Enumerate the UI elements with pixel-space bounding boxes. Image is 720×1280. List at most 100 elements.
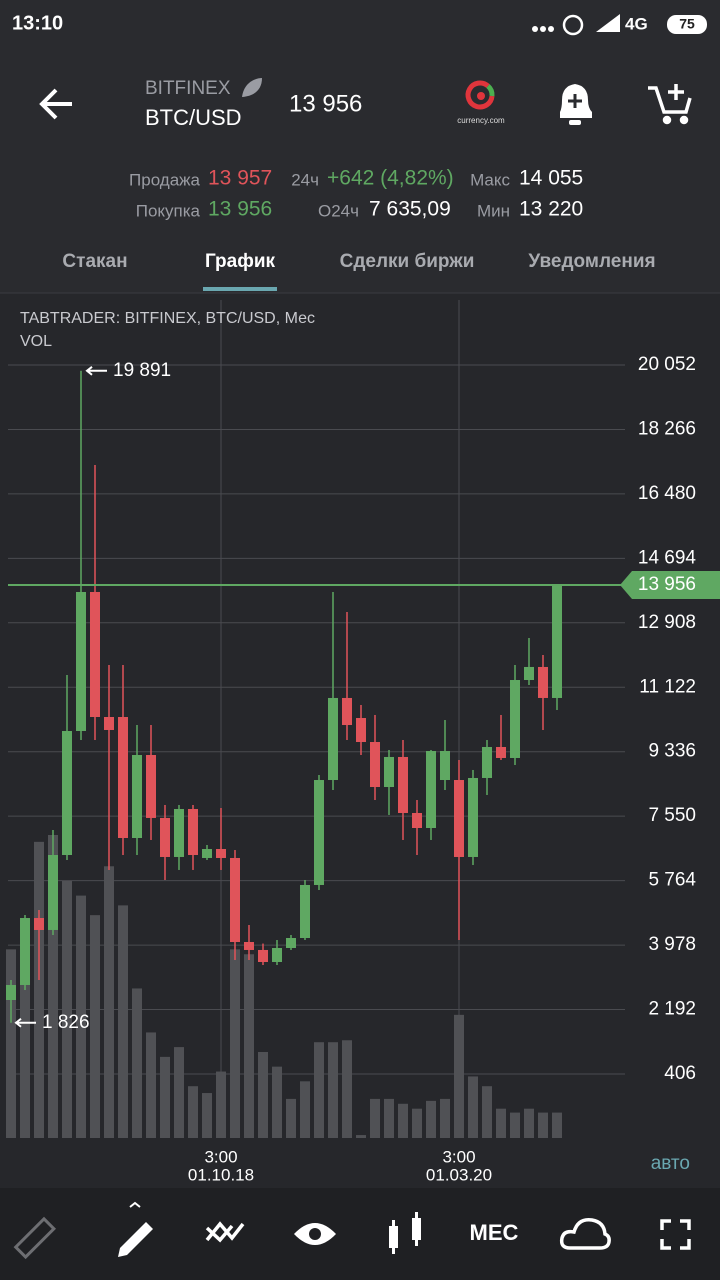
ruler-tool[interactable] [13, 1216, 57, 1260]
x-tick-label: 3:00 [442, 1147, 475, 1166]
alert-button[interactable] [560, 84, 592, 125]
candle-body [426, 750, 436, 829]
volume-bar [454, 1014, 464, 1138]
volume-bar [6, 949, 16, 1138]
candle-body [384, 756, 394, 788]
volume-bar [20, 924, 30, 1138]
volume-bar [118, 905, 128, 1138]
y-tick-label: 18 266 [638, 418, 696, 439]
candle-body [496, 746, 506, 758]
volume: 7 635,09 [369, 198, 451, 221]
logo-text: currency.com [457, 116, 505, 125]
min: 13 220 [519, 198, 583, 221]
volume-bar [440, 1098, 450, 1138]
buy: 13 956 [208, 198, 272, 221]
candle-body [440, 750, 450, 781]
status-bar [0, 0, 720, 48]
max: 14 055 [519, 167, 583, 190]
candle-body [62, 730, 72, 855]
buy-label: Покупка [136, 201, 201, 220]
volume-bar [244, 954, 254, 1138]
header-price: 13 956 [289, 90, 362, 117]
indicator-tool[interactable] [205, 1221, 245, 1243]
tab[interactable]: Уведомления [528, 251, 655, 272]
currency-logo[interactable] [465, 80, 495, 110]
toolbar [0, 1188, 720, 1280]
volume-bar [356, 1135, 366, 1138]
y-tick-label: 16 480 [638, 483, 696, 504]
fullscreen-tool[interactable] [660, 1219, 691, 1250]
candle-body [244, 942, 254, 950]
candle-body [188, 808, 198, 855]
tab-active[interactable]: График [205, 251, 276, 272]
candle-body [342, 697, 352, 726]
candle-body [398, 756, 408, 813]
volume-bar [300, 1081, 310, 1138]
volume-bar [552, 1112, 562, 1138]
candle-body [328, 697, 338, 781]
visibility-tool[interactable] [294, 1223, 336, 1245]
volume-bar [398, 1103, 408, 1138]
back-button[interactable] [39, 88, 72, 120]
volume-bar [90, 915, 100, 1138]
volume-bar [286, 1098, 296, 1138]
last-price-label: 13 956 [638, 574, 696, 595]
exchange-name: BITFINEX [145, 78, 231, 99]
volume-bar [328, 1042, 338, 1138]
battery-level: 75 [679, 16, 695, 32]
period-button[interactable]: МЕС [470, 1220, 519, 1245]
candle-body [510, 680, 520, 758]
scale-mode[interactable]: авто [651, 1153, 690, 1174]
candle-body [482, 746, 492, 778]
arrow [85, 366, 107, 376]
volume-bar [258, 1051, 268, 1138]
tab[interactable]: Стакан [62, 251, 127, 272]
status-time: 13:10 [12, 12, 63, 34]
candle-body [454, 780, 464, 857]
tab[interactable]: Сделки биржи [340, 251, 475, 272]
y-tick-label: 406 [664, 1063, 696, 1084]
candle-body [356, 718, 366, 743]
volume-bar [188, 1086, 198, 1138]
cart-button[interactable] [648, 84, 692, 125]
candle-body [104, 716, 114, 730]
y-tick-label: 3 978 [648, 934, 696, 955]
candle-body [202, 849, 212, 858]
x-tick-date: 01.10.18 [188, 1165, 254, 1184]
candle-body [216, 849, 226, 858]
y-tick-label: 20 052 [638, 354, 696, 375]
volume-bar [384, 1098, 394, 1138]
volume-bar [272, 1066, 282, 1138]
volume-bar [342, 1040, 352, 1138]
cloud-tool[interactable] [559, 1218, 611, 1250]
x-tick-date: 01.03.20 [426, 1165, 492, 1184]
candle-body [272, 947, 282, 962]
volume-bar [174, 1047, 184, 1138]
draw-tool[interactable] [118, 1201, 153, 1257]
candle-type-tool[interactable] [389, 1212, 421, 1254]
change: +642 (4,82%) [327, 167, 454, 190]
candle-body [230, 857, 240, 943]
volume-title: VOL [20, 333, 52, 350]
volume-bar [132, 988, 142, 1138]
candle-body [552, 584, 562, 698]
battery [667, 15, 707, 34]
candle-body [48, 854, 58, 930]
candle-body [160, 817, 170, 857]
volume-bar [76, 895, 86, 1138]
volume-bar [160, 1056, 170, 1138]
sell: 13 957 [208, 167, 272, 190]
y-tick-label: 12 908 [638, 612, 696, 633]
min-label: Мин [477, 201, 510, 220]
volume-bar [146, 1032, 156, 1138]
volume-bar [524, 1108, 534, 1138]
volume-bar [510, 1112, 520, 1138]
volume-bar [104, 866, 114, 1138]
last-price-tag [620, 570, 720, 599]
candle-body [538, 666, 548, 698]
status-network: 4G [625, 14, 648, 33]
y-tick-label: 9 336 [648, 741, 696, 762]
volume-bar [62, 880, 72, 1138]
